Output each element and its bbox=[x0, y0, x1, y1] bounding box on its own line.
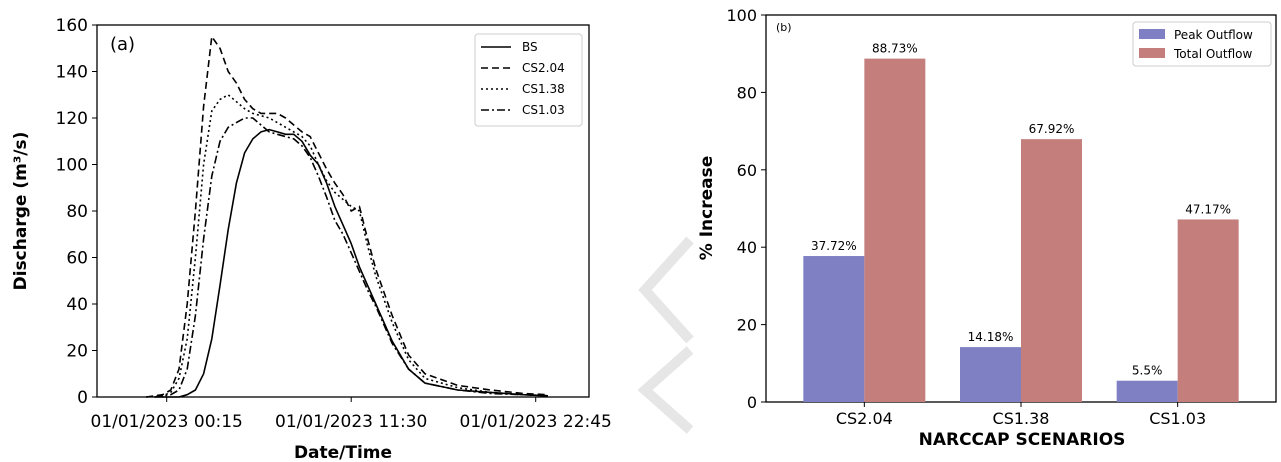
panel-b-bar-total-outflow bbox=[864, 58, 926, 402]
panel-a-legend-entry: CS1.03 bbox=[522, 103, 565, 117]
panel-b-y-tick-label: 40 bbox=[737, 238, 757, 257]
panel-a-series-line-cs1-03 bbox=[154, 117, 549, 398]
panel-b-legend-frame bbox=[1132, 21, 1272, 67]
panel-a-legend-entry: CS2.04 bbox=[522, 61, 565, 75]
panel-b-data-label: 14.18% bbox=[968, 330, 1014, 344]
panel-a-x-ticks: 01/01/2023 00:15 01/01/2023 11:30 01/01/20… bbox=[91, 397, 612, 432]
panel-a-legend: BS CS2.04 CS1.38 CS1.03 bbox=[474, 33, 583, 127]
panel-a-y-tick-label: 0 bbox=[77, 388, 88, 408]
panel-b-increase-chart: 0 20 40 60 80 100 37.72% 88.73% 14.18% 67.92% 5.5… bbox=[697, 6, 1277, 450]
panel-a-y-ticks: 0 20 40 60 80 100 120 140 160 bbox=[56, 16, 97, 408]
panel-a-y-axis-label: Discharge (m³/s) bbox=[11, 132, 31, 291]
panel-a-legend-entry: BS bbox=[522, 40, 538, 54]
panel-b-x-ticks: CS2.04 CS1.38 CS1.03 bbox=[836, 402, 1206, 428]
panel-a-series-line-cs1-38 bbox=[146, 94, 549, 398]
panel-b-label: (b) bbox=[776, 21, 792, 34]
panel-a-x-axis-label: Date/Time bbox=[294, 443, 392, 462]
panel-a-y-tick-label: 120 bbox=[56, 109, 88, 129]
panel-a-y-tick-label: 80 bbox=[66, 202, 88, 222]
panel-a-series-line-cs2-04 bbox=[146, 35, 549, 398]
watermark-chevrons bbox=[637, 236, 694, 434]
panel-b-y-tick-label: 0 bbox=[747, 393, 757, 412]
panel-b-data-label: 5.5% bbox=[1132, 364, 1163, 378]
panel-b-bars: 37.72% 88.73% 14.18% 67.92% 5.5% 47.17% bbox=[803, 42, 1239, 402]
panel-a-x-tick-label: 01/01/2023 00:15 bbox=[91, 412, 243, 432]
panel-b-data-label: 67.92% bbox=[1029, 122, 1075, 136]
panel-a-y-tick-label: 40 bbox=[66, 295, 88, 315]
panel-b-legend-swatch bbox=[1139, 29, 1165, 39]
panel-a-label: (a) bbox=[110, 34, 135, 55]
panel-a-x-tick-label: 01/01/2023 22:45 bbox=[460, 412, 612, 432]
panel-a-y-tick-label: 20 bbox=[66, 342, 88, 362]
panel-a-y-tick-label: 100 bbox=[56, 156, 88, 176]
panel-a-series-lines bbox=[146, 35, 549, 398]
panel-b-x-tick-label: CS2.04 bbox=[836, 409, 893, 428]
panel-a-legend-entry: CS1.38 bbox=[522, 82, 565, 96]
panel-b-legend-swatch bbox=[1139, 48, 1165, 58]
panel-b-legend: Peak Outflow Total Outflow bbox=[1132, 21, 1272, 67]
panel-a-y-tick-label: 160 bbox=[56, 16, 88, 36]
panel-b-y-tick-label: 80 bbox=[737, 83, 757, 102]
panel-b-data-label: 47.17% bbox=[1185, 202, 1231, 216]
panel-b-bar-peak-outflow bbox=[960, 347, 1021, 402]
panel-b-bar-total-outflow bbox=[1177, 219, 1239, 402]
panel-b-data-label: 37.72% bbox=[811, 239, 857, 253]
panel-b-legend-entry: Total Outflow bbox=[1173, 47, 1252, 61]
panel-b-bar-total-outflow bbox=[1021, 139, 1082, 402]
panel-a-y-tick-label: 140 bbox=[56, 63, 88, 83]
panel-b-bar-peak-outflow bbox=[803, 256, 865, 402]
panel-b-x-axis-label: NARCCAP SCENARIOS bbox=[919, 430, 1126, 450]
panel-a-series-line-bs bbox=[154, 128, 549, 398]
panel-a-legend-frame bbox=[474, 33, 583, 127]
panel-b-x-tick-label: CS1.03 bbox=[1149, 409, 1206, 428]
panel-b-y-axis-label: % Increase bbox=[697, 156, 717, 261]
panel-b-x-tick-label: CS1.38 bbox=[993, 409, 1050, 428]
panel-b-bar-peak-outflow bbox=[1116, 380, 1178, 402]
panel-a-y-tick-label: 60 bbox=[66, 249, 88, 269]
panel-b-y-tick-label: 60 bbox=[737, 161, 757, 180]
panel-a-x-tick-label: 01/01/2023 11:30 bbox=[275, 412, 427, 432]
panel-b-y-ticks: 0 20 40 60 80 100 bbox=[726, 6, 766, 412]
panel-b-y-tick-label: 100 bbox=[726, 6, 757, 25]
panel-b-data-label: 88.73% bbox=[872, 42, 918, 56]
panel-b-y-tick-label: 20 bbox=[737, 316, 757, 335]
panel-b-legend-entry: Peak Outflow bbox=[1174, 28, 1253, 42]
